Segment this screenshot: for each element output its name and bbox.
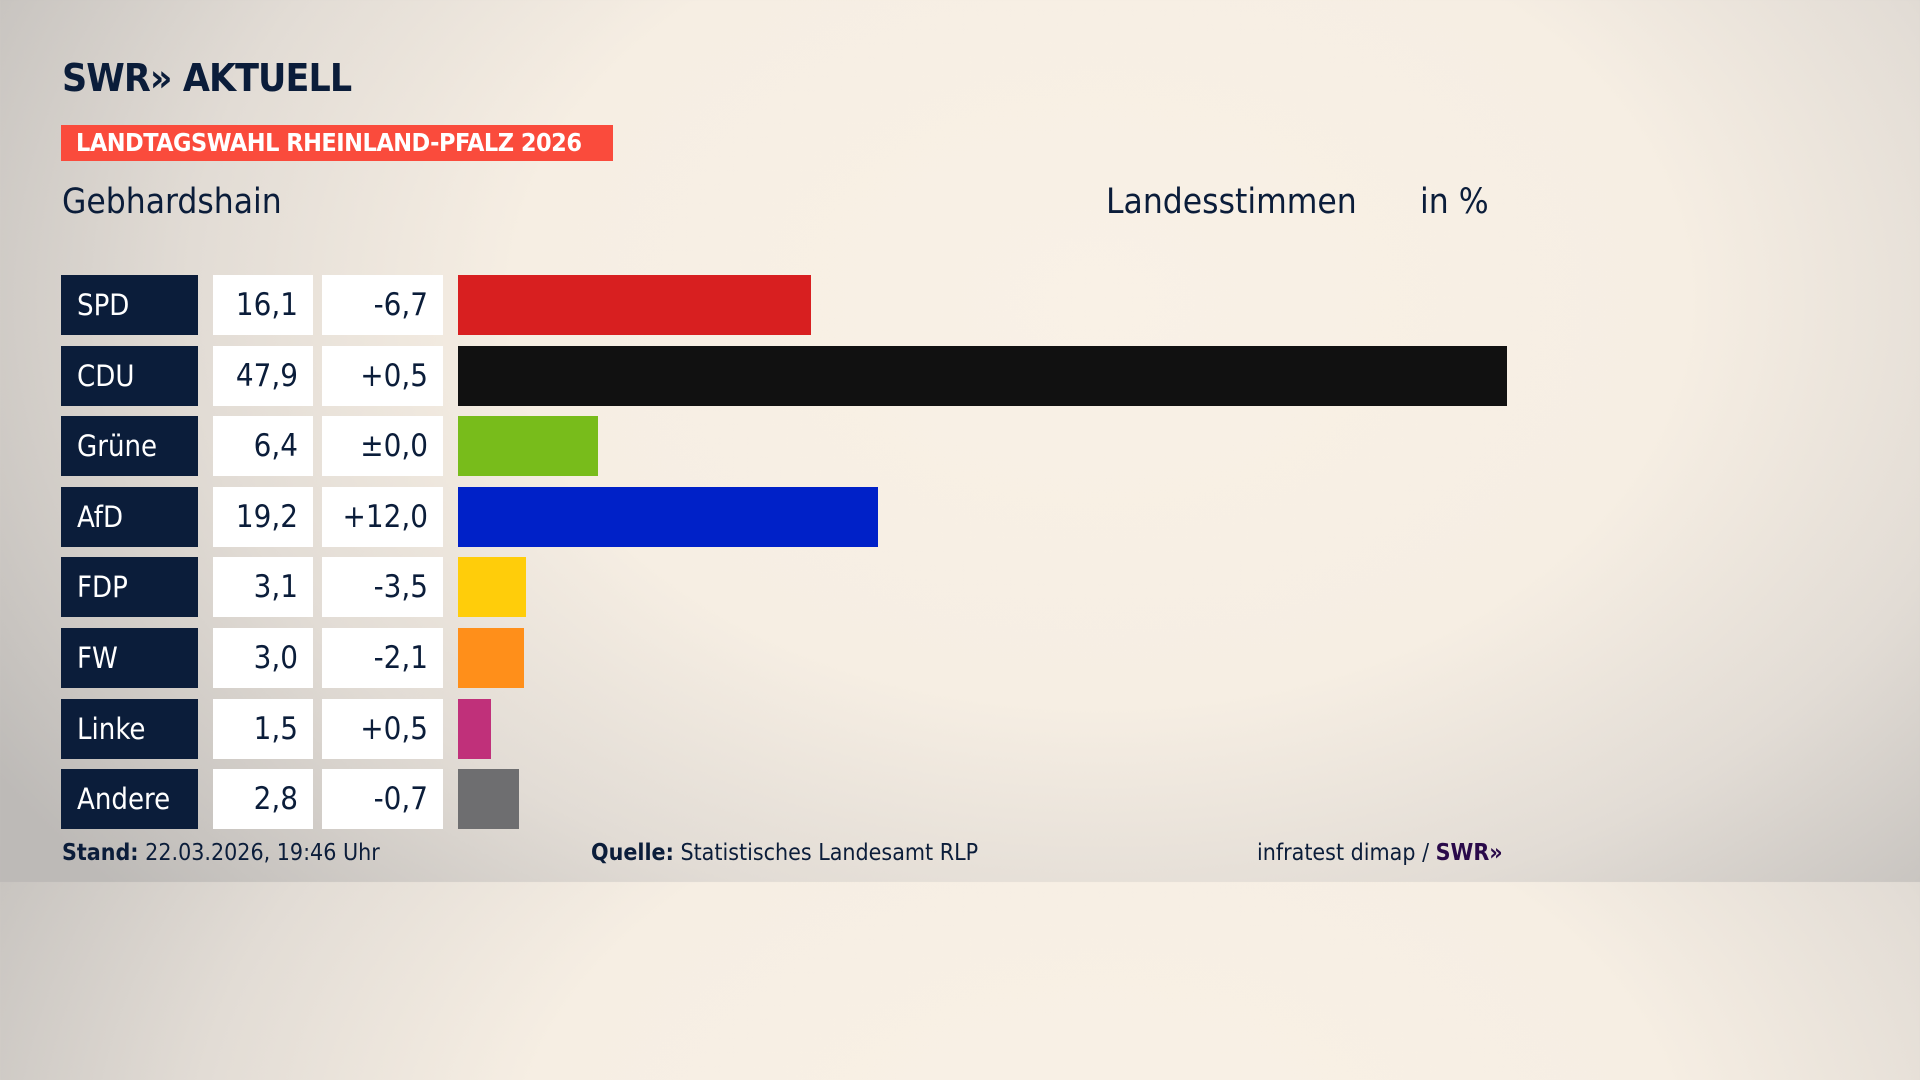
party-diff: -3,5 [322, 557, 443, 618]
party-name: Andere [61, 769, 198, 830]
party-value: 19,2 [213, 486, 313, 547]
swr-aktuell-logo: SWR» AKTUELL [62, 56, 352, 100]
party-diff: -2,1 [322, 628, 443, 688]
timestamp: Stand: 22.03.2026, 19:46 Uhr [62, 840, 380, 866]
party-diff: +0,5 [322, 345, 443, 406]
party-bar [458, 557, 526, 618]
party-bar [458, 698, 491, 759]
party-diff: -6,7 [322, 275, 443, 335]
party-name: FDP [61, 557, 198, 618]
party-diff: -0,7 [322, 769, 443, 830]
source-value: Statistisches Landesamt RLP [680, 840, 979, 866]
party-value: 6,4 [213, 416, 313, 477]
party-name: CDU [61, 345, 198, 406]
party-bar [458, 628, 524, 688]
location-title: Gebhardshain [62, 182, 282, 222]
party-name: Grüne [61, 416, 198, 477]
party-name: FW [61, 628, 198, 688]
party-value: 1,5 [213, 698, 313, 759]
party-bar [458, 486, 879, 547]
party-bar [458, 769, 520, 830]
swr-logo-small: SWR» [1435, 840, 1503, 866]
party-diff: +0,5 [322, 698, 443, 759]
party-name: Linke [61, 698, 198, 759]
vote-type-label: Landesstimmen [1106, 182, 1357, 222]
party-value: 47,9 [213, 345, 313, 406]
unit-label: in % [1420, 182, 1489, 222]
stand-value: 22.03.2026, 19:46 Uhr [145, 840, 380, 866]
credit-text: infratest dimap / [1257, 840, 1430, 866]
party-bar [458, 345, 1507, 406]
party-name: SPD [61, 275, 198, 335]
election-badge: LANDTAGSWAHL RHEINLAND-PFALZ 2026 [61, 125, 613, 161]
source: Quelle: Statistisches Landesamt RLP [591, 840, 978, 866]
party-diff: +12,0 [322, 486, 443, 547]
party-bar [458, 275, 811, 335]
stand-label: Stand: [62, 840, 139, 866]
source-label: Quelle: [591, 840, 674, 866]
party-value: 16,1 [213, 275, 313, 335]
party-value: 3,1 [213, 557, 313, 618]
party-name: AfD [61, 486, 198, 547]
party-bar [458, 416, 599, 477]
credit: infratest dimap / SWR» [1257, 840, 1503, 866]
party-value: 3,0 [213, 628, 313, 688]
party-diff: ±0,0 [322, 416, 443, 477]
party-value: 2,8 [213, 769, 313, 830]
